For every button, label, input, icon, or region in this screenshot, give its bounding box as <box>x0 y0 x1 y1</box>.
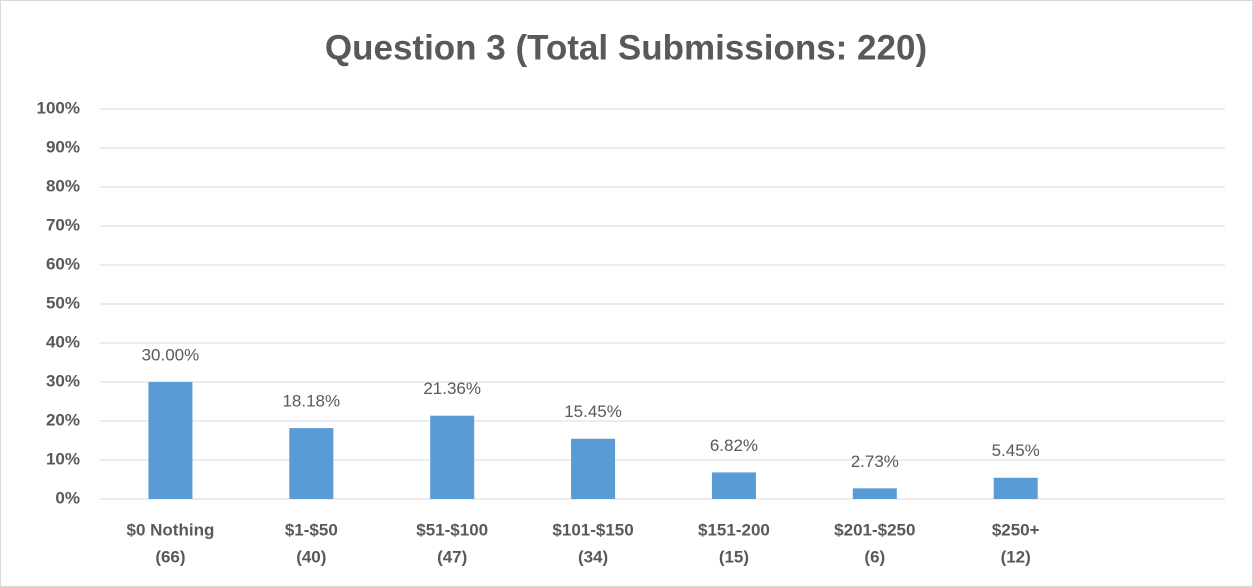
x-tick-label: $0 Nothing <box>127 520 215 539</box>
data-label: 18.18% <box>282 392 340 411</box>
data-label: 30.00% <box>142 345 200 364</box>
x-tick-label: $151-200 <box>698 520 770 539</box>
data-label: 21.36% <box>423 379 481 398</box>
x-tick-label: (66) <box>155 547 185 566</box>
y-tick-label: 50% <box>46 293 80 312</box>
chart-title: Question 3 (Total Submissions: 220) <box>325 28 927 67</box>
y-tick-label: 30% <box>46 371 80 390</box>
y-tick-label: 100% <box>37 98 80 117</box>
y-tick-label: 10% <box>46 449 80 468</box>
data-label: 15.45% <box>564 402 622 421</box>
y-tick-label: 80% <box>46 176 80 195</box>
bar <box>148 382 193 499</box>
y-tick-label: 60% <box>46 254 80 273</box>
bar <box>993 477 1038 499</box>
x-tick-label: (15) <box>719 547 749 566</box>
x-tick-label: (40) <box>296 547 326 566</box>
x-tick-label: $250+ <box>992 520 1040 539</box>
bar <box>430 415 475 499</box>
x-tick-label: (34) <box>578 547 608 566</box>
x-tick-label: $201-$250 <box>834 520 915 539</box>
data-label: 6.82% <box>710 436 758 455</box>
x-tick-label: $51-$100 <box>416 520 488 539</box>
bar <box>852 488 897 499</box>
y-tick-label: 0% <box>55 488 80 507</box>
y-tick-label: 40% <box>46 332 80 351</box>
bar <box>571 438 616 499</box>
y-tick-label: 20% <box>46 410 80 429</box>
x-tick-label: (12) <box>1001 547 1031 566</box>
x-tick-label: (47) <box>437 547 467 566</box>
bar <box>711 472 756 499</box>
y-tick-label: 70% <box>46 215 80 234</box>
x-tick-label: $101-$150 <box>552 520 633 539</box>
bar <box>289 428 334 499</box>
x-tick-label: $1-$50 <box>285 520 338 539</box>
data-label: 5.45% <box>992 441 1040 460</box>
x-tick-label: (6) <box>864 547 885 566</box>
data-label: 2.73% <box>851 452 899 471</box>
y-tick-label: 90% <box>46 137 80 156</box>
